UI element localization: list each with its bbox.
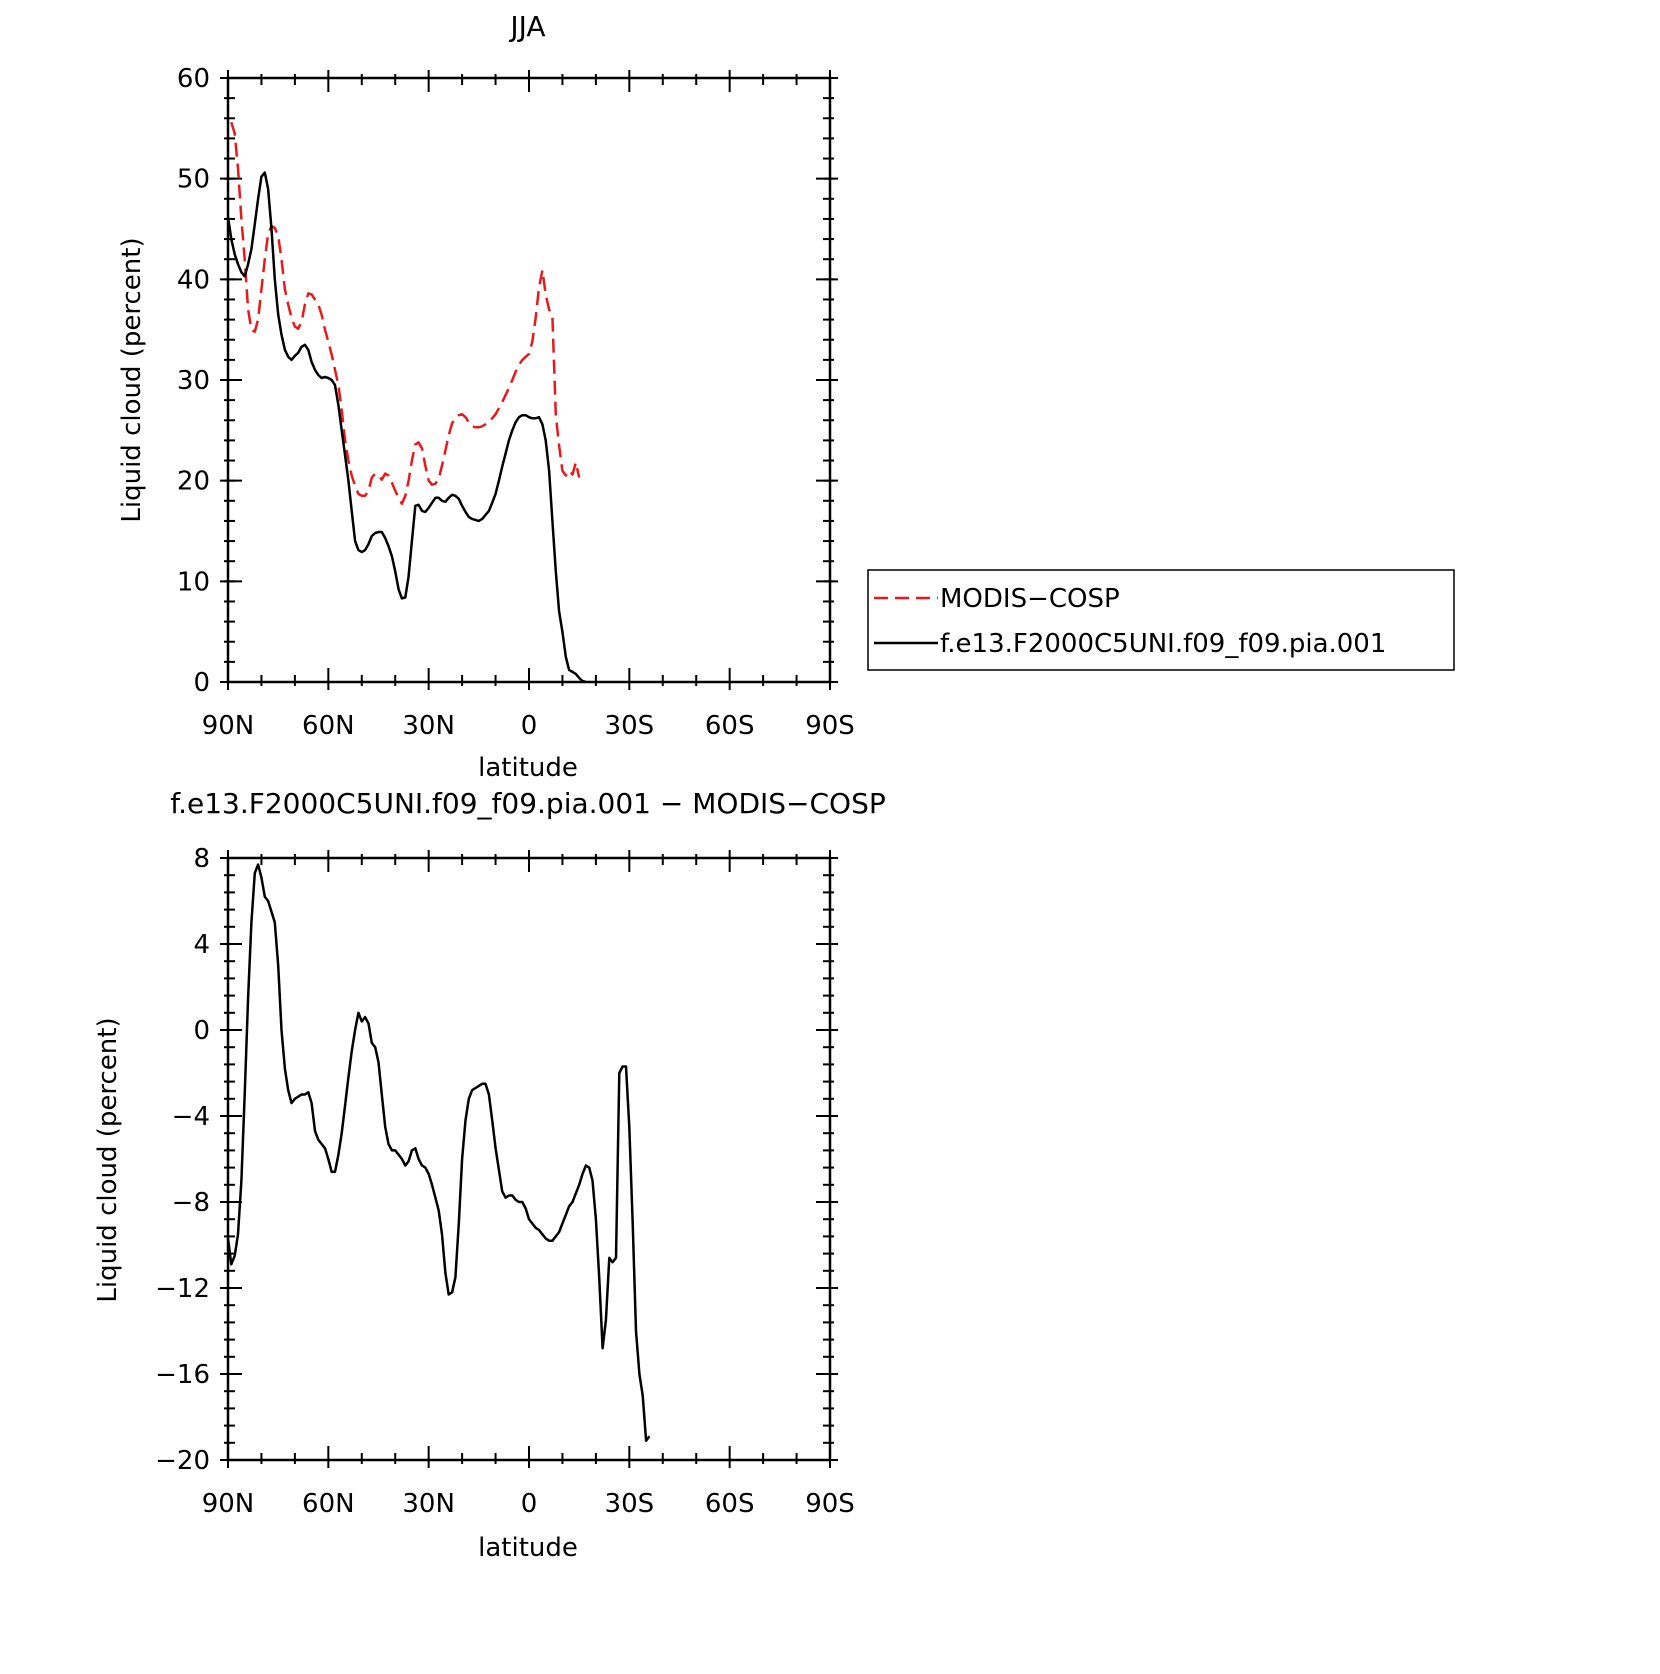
y-tick-label: 10 [177, 567, 210, 597]
y-tick-label: 8 [193, 844, 210, 874]
y-tick-label: −4 [172, 1102, 210, 1132]
chart-title: f.e13.F2000C5UNI.f09_f09.pia.001 − MODIS… [170, 787, 886, 820]
chart-title: JJA [508, 10, 545, 43]
x-tick-label: 60N [302, 1489, 355, 1519]
y-tick-label: −20 [155, 1446, 210, 1476]
y-tick-label: 60 [177, 64, 210, 94]
legend-label-model: f.e13.F2000C5UNI.f09_f09.pia.001 [940, 629, 1386, 659]
x-axis-label: latitude [478, 1533, 578, 1563]
y-tick-label: 30 [177, 366, 210, 396]
x-tick-label: 90S [805, 1489, 855, 1519]
y-tick-label: −12 [155, 1274, 210, 1304]
difference-panel: f.e13.F2000C5UNI.f09_f09.pia.001 − MODIS… [93, 787, 886, 1563]
x-tick-label: 30N [402, 711, 455, 741]
x-tick-label: 60S [705, 1489, 755, 1519]
y-tick-label: 4 [193, 930, 210, 960]
x-tick-label: 60N [302, 711, 355, 741]
y-tick-label: 0 [193, 668, 210, 698]
x-tick-label: 60S [705, 711, 755, 741]
series-line-b [226, 171, 587, 684]
y-tick-label: −16 [155, 1360, 210, 1390]
y-tick-label: 20 [177, 467, 210, 497]
x-tick-label: 30S [605, 711, 655, 741]
x-tick-label: 30S [605, 1489, 655, 1519]
series-line-a [226, 863, 651, 1442]
y-tick-label: 50 [177, 165, 210, 195]
x-tick-label: 0 [521, 1489, 538, 1519]
zonal-mean-panel: JJA 90N 60N 30N 0 30S 60S 90S 0 10 20 30 40 50 60 la… [117, 10, 1455, 783]
series-line-a [230, 121, 581, 506]
y-axis-label: Liquid cloud (percent) [117, 237, 147, 522]
x-axis-label: latitude [478, 753, 578, 783]
x-tick-label: 90N [202, 1489, 255, 1519]
legend: MODIS−COSP f.e13.F2000C5UNI.f09_f09.pia.… [867, 569, 1455, 671]
x-tick-label: 30N [402, 1489, 455, 1519]
x-tick-label: 90S [805, 711, 855, 741]
x-tick-label: 90N [202, 711, 255, 741]
y-axis-label: Liquid cloud (percent) [93, 1017, 123, 1302]
x-tick-label: 0 [521, 711, 538, 741]
legend-box [867, 569, 1455, 671]
plot-frame [226, 76, 832, 684]
plot-frame [226, 856, 832, 1462]
y-tick-label: 0 [193, 1016, 210, 1046]
legend-label-modis: MODIS−COSP [940, 584, 1120, 614]
y-tick-label: 40 [177, 265, 210, 295]
y-tick-label: −8 [172, 1188, 210, 1218]
